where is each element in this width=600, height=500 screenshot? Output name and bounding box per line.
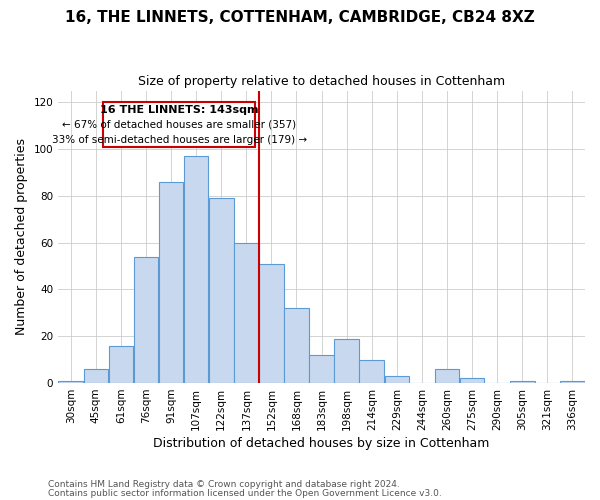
Bar <box>209 198 233 383</box>
X-axis label: Distribution of detached houses by size in Cottenham: Distribution of detached houses by size … <box>154 437 490 450</box>
Bar <box>58 380 83 383</box>
Bar <box>385 376 409 383</box>
Bar <box>109 346 133 383</box>
Bar <box>284 308 309 383</box>
Text: 16, THE LINNETS, COTTENHAM, CAMBRIDGE, CB24 8XZ: 16, THE LINNETS, COTTENHAM, CAMBRIDGE, C… <box>65 10 535 25</box>
Bar <box>359 360 384 383</box>
Bar <box>460 378 484 383</box>
Bar <box>510 380 535 383</box>
FancyBboxPatch shape <box>103 102 255 146</box>
Title: Size of property relative to detached houses in Cottenham: Size of property relative to detached ho… <box>138 75 505 88</box>
Text: Contains HM Land Registry data © Crown copyright and database right 2024.: Contains HM Land Registry data © Crown c… <box>48 480 400 489</box>
Bar <box>435 369 460 383</box>
Text: ← 67% of detached houses are smaller (357): ← 67% of detached houses are smaller (35… <box>62 120 296 130</box>
Text: Contains public sector information licensed under the Open Government Licence v3: Contains public sector information licen… <box>48 488 442 498</box>
Text: 16 THE LINNETS: 143sqm: 16 THE LINNETS: 143sqm <box>100 104 259 115</box>
Bar <box>234 242 259 383</box>
Bar <box>159 182 184 383</box>
Bar <box>184 156 208 383</box>
Y-axis label: Number of detached properties: Number of detached properties <box>15 138 28 336</box>
Bar <box>334 338 359 383</box>
Bar <box>134 256 158 383</box>
Bar <box>560 380 585 383</box>
Text: 33% of semi-detached houses are larger (179) →: 33% of semi-detached houses are larger (… <box>52 135 307 145</box>
Bar <box>259 264 284 383</box>
Bar <box>309 355 334 383</box>
Bar <box>83 369 108 383</box>
